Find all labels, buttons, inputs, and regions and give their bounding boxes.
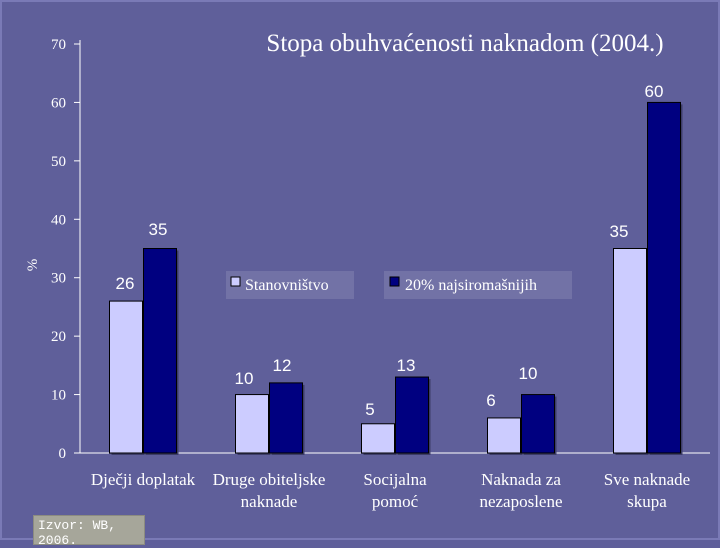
x-tick-label: nezaposlene [479,492,562,511]
x-tick-label: Dječji doplatak [91,470,196,489]
bar-poorest-20 [143,248,177,454]
y-axis-label: % [25,259,41,272]
data-label-poorest-20: 12 [273,356,292,375]
legend-label-poorest-20: 20% najsiromašnijih [405,277,537,294]
x-tick-label: Druge obiteljske [213,470,326,489]
legend-label-population: Stanovništvo [245,277,329,294]
x-tick-label: Sve naknade [604,470,690,489]
bar-population [235,394,269,454]
x-tick-label: skupa [627,492,667,511]
bar-population [487,417,521,454]
legend-box-population [226,271,354,299]
x-tick-label: pomoć [372,492,419,511]
legend-box-poorest-20 [384,271,572,299]
legend-swatch-poorest-20 [389,276,400,287]
y-tick-label: 70 [51,37,66,53]
data-label-poorest-20: 13 [397,356,416,375]
y-tick-label: 10 [51,388,66,404]
x-tick-label: Naknada za [481,470,561,489]
y-tick-label: 20 [51,329,66,345]
bar-population [109,300,143,454]
data-label-population: 35 [610,222,629,241]
data-label-poorest-20: 60 [645,82,664,101]
data-label-population: 5 [365,400,374,419]
bar-population [361,423,395,454]
data-label-population: 10 [235,369,254,388]
y-tick-label: 0 [59,446,67,462]
data-label-population: 26 [116,274,135,293]
y-tick-label: 30 [51,271,66,287]
y-tick-label: 60 [51,95,66,111]
data-label-population: 6 [486,391,495,410]
y-tick-label: 40 [51,212,66,228]
y-tick-label: 50 [51,154,66,170]
data-label-poorest-20: 10 [519,364,538,383]
source-note: Izvor: WB, 2006. [33,515,145,548]
legend-swatch-population [230,276,241,287]
bar-poorest-20 [395,376,429,454]
chart-title: Stopa obuhvaćenosti naknadom (2004.) [266,30,663,57]
bar-population [613,248,647,454]
x-tick-label: naknade [241,492,298,511]
bar-poorest-20 [647,101,681,454]
bar-poorest-20 [269,382,303,454]
x-tick-label: Socijalna [363,470,427,489]
bar-poorest-20 [521,394,555,454]
data-label-poorest-20: 35 [149,220,168,239]
